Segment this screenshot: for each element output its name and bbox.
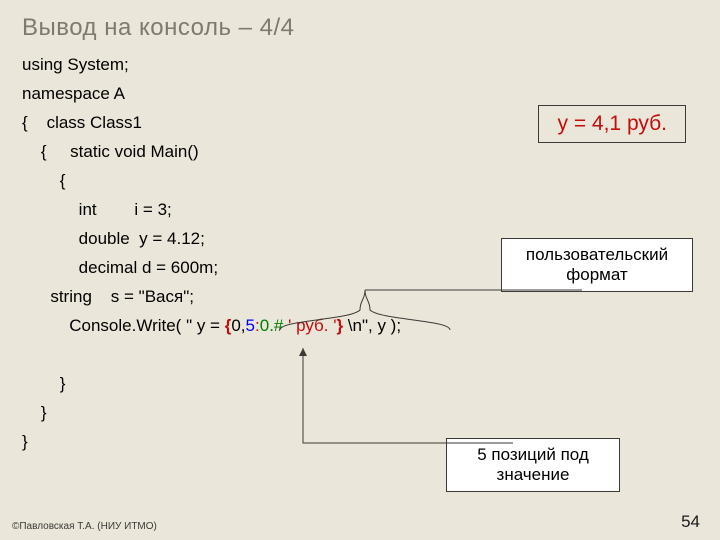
output-box: y = 4,1 руб.	[538, 105, 686, 143]
code-line: int i = 3;	[22, 200, 172, 219]
copyright: ©Павловская Т.А. (НИУ ИТМО)	[12, 521, 157, 532]
fmt-five: 5	[246, 316, 255, 335]
code-line: {	[22, 171, 65, 190]
fmt-spec: 0.#	[260, 316, 284, 335]
code-line: string s = "Вася";	[22, 287, 194, 306]
slide: Вывод на консоль – 4/4 using System; nam…	[0, 0, 720, 540]
callout-user-format: пользовательский формат	[501, 238, 693, 292]
code-line: }	[22, 432, 28, 451]
slide-title: Вывод на консоль – 4/4	[22, 14, 698, 42]
code-line: decimal d = 600m;	[22, 258, 218, 277]
code-line: namespace A	[22, 84, 125, 103]
code-line: }	[22, 374, 65, 393]
fmt-literal: ' руб. '	[283, 316, 336, 335]
page-number: 54	[681, 512, 700, 532]
code-line: using System;	[22, 55, 129, 74]
write-prefix: Console.Write( " y =	[22, 316, 225, 335]
fmt-zero: 0	[231, 316, 240, 335]
callout-positions: 5 позиций под значение	[446, 438, 620, 492]
code-line: { static void Main()	[22, 142, 199, 161]
code-line: }	[22, 403, 47, 422]
code-line: { class Class1	[22, 113, 142, 132]
code-line: double y = 4.12;	[22, 229, 205, 248]
write-suffix: \n", y );	[343, 316, 401, 335]
